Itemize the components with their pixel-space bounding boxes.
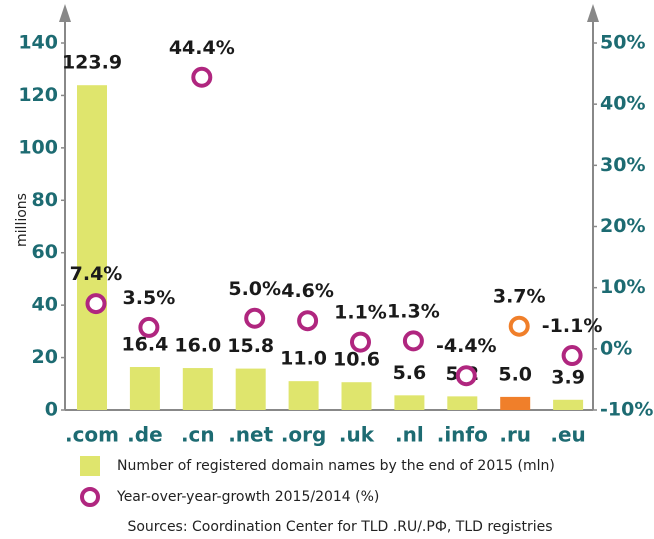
growth-value-label: -1.1% (542, 315, 603, 337)
y-tick-label: 40 (32, 294, 58, 316)
x-tick-label: .de (127, 423, 162, 447)
bar (341, 382, 372, 410)
growth-value-label: 1.1% (334, 302, 387, 324)
bar (77, 85, 107, 410)
bar-value-label: 16.4 (121, 334, 168, 356)
bar-value-label: 3.9 (551, 366, 585, 388)
bar-value-label: 10.6 (333, 349, 380, 371)
bar (129, 367, 160, 410)
x-tick-label: .net (228, 423, 273, 447)
bar-value-label: 5.6 (393, 362, 427, 384)
growth-marker (561, 345, 583, 367)
bar-value-label: 15.8 (227, 335, 274, 357)
y2-tick-label: 20% (600, 215, 645, 237)
y2-tick-label: 0% (600, 337, 632, 359)
growth-marker (297, 310, 319, 332)
growth-marker (191, 66, 213, 88)
y-axis-label: millions (14, 193, 30, 247)
x-tick-label: .cn (181, 423, 215, 447)
y-tick-label: 20 (32, 346, 58, 368)
growth-marker (350, 331, 371, 353)
y-tick-label: 100 (18, 136, 58, 158)
growth-value-label: 1.3% (387, 300, 440, 322)
x-tick-label: .uk (339, 423, 375, 447)
growth-value-label: -4.4% (436, 335, 497, 357)
bar-value-label: 16.0 (174, 335, 221, 357)
bar (394, 395, 425, 410)
growth-marker (244, 307, 266, 329)
y2-tick-label: 30% (600, 154, 645, 176)
x-tick-label: .nl (395, 423, 424, 447)
growth-value-label: 4.6% (281, 280, 334, 302)
x-tick-label: .eu (550, 423, 585, 447)
bar (500, 396, 531, 410)
y2-axis-arrow (587, 4, 599, 22)
legend-label: Number of registered domain names by the… (117, 458, 555, 474)
y-tick-label: 120 (18, 84, 58, 106)
x-tick-label: .info (437, 423, 488, 447)
x-tick-label: .org (281, 423, 327, 447)
y-tick-label: 80 (32, 189, 58, 211)
growth-value-label: 5.0% (228, 278, 281, 300)
x-tick-label: .com (65, 423, 119, 447)
bar (553, 399, 584, 410)
growth-marker (138, 316, 160, 338)
bar-value-label: 123.9 (62, 52, 122, 74)
growth-marker (508, 315, 530, 337)
y-tick-label: 140 (18, 32, 58, 54)
y2-tick-label: 50% (600, 32, 645, 54)
y-tick-label: 60 (32, 241, 58, 263)
y2-tick-label: -10% (600, 399, 653, 421)
bar (235, 368, 266, 410)
bar-value-label: 11.0 (280, 348, 327, 370)
growth-value-label: 44.4% (169, 37, 235, 59)
source: Sources: Coordination Center for TLD .RU… (127, 519, 552, 535)
y-axis-arrow (59, 4, 71, 22)
legend-marker (80, 487, 100, 507)
growth-value-label: 7.4% (70, 263, 123, 285)
bar (288, 381, 319, 410)
bar (447, 396, 478, 410)
growth-marker (402, 330, 424, 352)
legend-label: Year-over-year-growth 2015/2014 (%) (116, 489, 379, 505)
y2-tick-label: 10% (600, 276, 645, 298)
growth-value-label: 3.5% (123, 287, 176, 309)
x-tick-label: .ru (499, 423, 531, 447)
legend-swatch (80, 456, 100, 476)
y-tick-label: 0 (45, 399, 58, 421)
growth-marker (455, 365, 477, 387)
y2-tick-label: 40% (600, 93, 645, 115)
bar (182, 368, 213, 410)
bar-value-label: 5.0 (498, 363, 532, 385)
growth-value-label: 3.7% (493, 286, 546, 308)
growth-marker (85, 293, 107, 315)
